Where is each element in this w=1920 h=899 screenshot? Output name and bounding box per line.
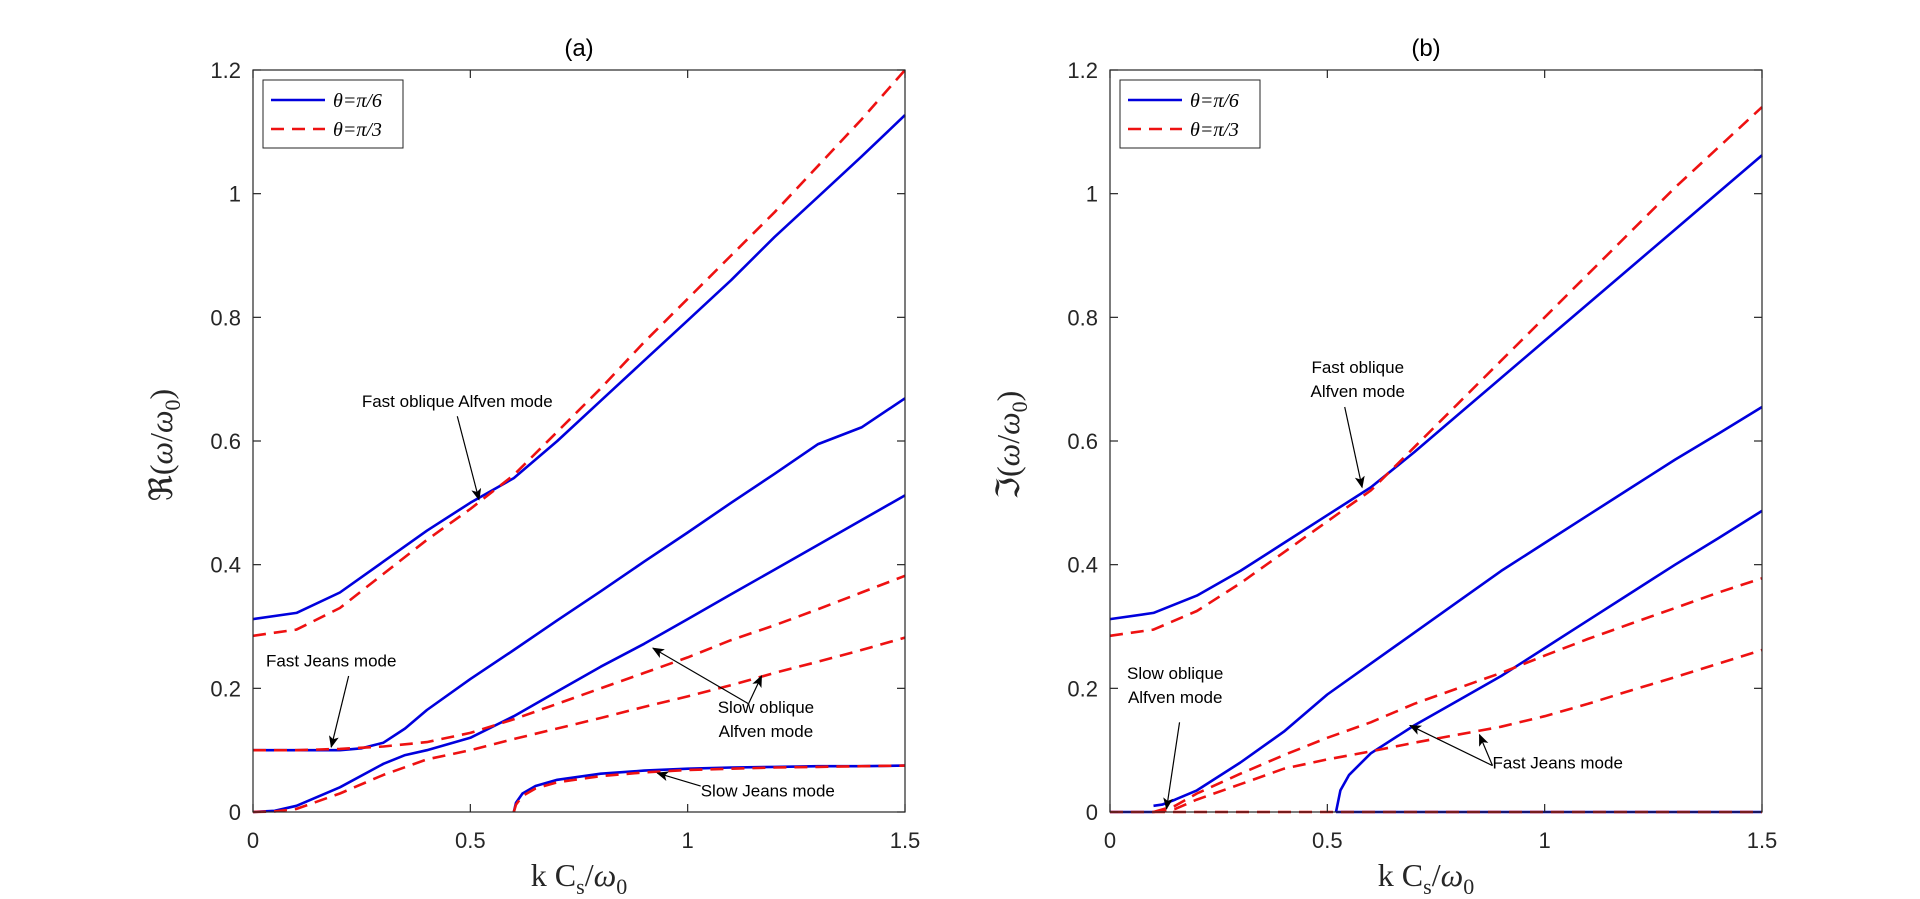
panel-b-annotation-text: Fast Jeans mode	[1493, 754, 1623, 773]
panel-b-y-tick-label: 1	[1086, 182, 1098, 207]
panel-a-y-tick-label: 0.4	[210, 553, 241, 578]
panel-b-series-0	[1109, 154, 1763, 621]
panel-a-y-tick-label: 0.6	[210, 429, 241, 454]
panel-b-title: (b)	[1411, 35, 1440, 62]
panel-b-series-3	[1334, 509, 1763, 813]
panel-a-annotation-arrow	[747, 675, 763, 705]
panel-b-x-tick-label: 1.5	[1747, 828, 1778, 853]
panel-b-annotation-0: Fast oblique Alfven mode	[1311, 358, 1406, 489]
panel-b-annotation-text: Slow oblique	[1127, 664, 1223, 683]
panel-b-annotations: Fast oblique Alfven mode Slow oblique Alfve…	[1127, 358, 1623, 810]
panel-a-annotation-text: Fast oblique Alfven mode	[362, 392, 553, 411]
panel-b-legend-label: θ=π/3	[1190, 119, 1239, 141]
panel-a-annotation-text: Fast Jeans mode	[266, 652, 396, 671]
panel-b-annotation-text: Alfven mode	[1128, 688, 1223, 707]
panel-a-x-axis-label: k Cs/ω0	[531, 857, 627, 899]
panel-b-y-tick-label: 0	[1086, 800, 1098, 825]
panel-a: (a) 0 0.5 1 1.5 0 0.2 0.4 0.6 0.8 1 1.2 Fast obliq…	[143, 35, 920, 899]
panel-b-series-2	[1153, 405, 1763, 808]
panel-a-series-7	[512, 764, 906, 813]
panel-a-x-tick-label: 0.5	[455, 828, 486, 853]
panel-b-annotation-text: Fast oblique	[1311, 358, 1404, 377]
panel-a-y-tick-label: 0.2	[210, 676, 241, 701]
panel-b-y-tick-label: 0.2	[1067, 676, 1098, 701]
panel-a-legend-label: θ=π/6	[333, 90, 382, 112]
panel-b: (b) 0 0.5 1 1.5 0 0.2 0.4 0.6 0.8 1 1.2 Fast obliq…	[990, 35, 1777, 899]
panel-a-legend-box	[262, 79, 404, 149]
panel-b-ticks: 0 0.5 1 1.5 0 0.2 0.4 0.6 0.8 1 1.2	[1067, 58, 1777, 853]
panel-a-annotation-arrow	[652, 647, 749, 705]
panel-a-y-tick-label: 0.8	[210, 305, 241, 330]
panel-b-annotation-text: Alfven mode	[1311, 382, 1406, 401]
panel-a-series-0	[252, 114, 906, 621]
panel-b-annotation-1: Slow oblique Alfven mode	[1127, 664, 1223, 810]
panel-a-title: (a)	[564, 35, 593, 62]
panel-a-y-tick-label: 1	[229, 182, 241, 207]
panel-b-series-1	[1109, 106, 1763, 638]
panel-a-annotation-arrow	[328, 675, 350, 749]
panel-a-annotations: Fast oblique Alfven mode Fast Jeans mode S…	[266, 392, 835, 801]
panel-b-legend-label: θ=π/6	[1190, 90, 1239, 112]
panel-a-series-3	[252, 494, 906, 814]
panel-b-annotation-arrow	[1409, 724, 1493, 767]
panel-b-x-axis-label: k Cs/ω0	[1378, 857, 1474, 899]
panel-a-annotation-arrow	[656, 771, 701, 787]
panel-a-y-tick-label: 1.2	[210, 58, 241, 83]
panel-b-x-tick-label: 1	[1539, 828, 1551, 853]
panel-b-annotation-arrow	[1344, 406, 1365, 489]
panel-a-annotation-arrow	[456, 416, 482, 501]
panel-b-y-tick-label: 1.2	[1067, 58, 1098, 83]
panel-b-annotation-arrow	[1478, 733, 1494, 766]
panel-b-legend-box	[1119, 79, 1261, 149]
panel-a-annotation-text: Slow Jeans mode	[701, 782, 835, 801]
panel-a-x-tick-label: 0	[247, 828, 259, 853]
panel-b-y-tick-label: 0.8	[1067, 305, 1098, 330]
panel-a-legend: θ=π/6 θ=π/3	[262, 79, 404, 149]
panel-b-y-axis-label: ℑ(ω/ω0)	[990, 391, 1032, 500]
panel-a-annotation-1: Fast Jeans mode	[266, 652, 396, 749]
panel-b-annotation-2: Fast Jeans mode	[1409, 724, 1623, 773]
panel-b-x-tick-label: 0	[1104, 828, 1116, 853]
panel-b-series-5	[1153, 577, 1763, 814]
panel-a-y-tick-label: 0	[229, 800, 241, 825]
panel-a-series-5	[252, 636, 906, 814]
panel-b-annotation-arrow	[1163, 722, 1181, 810]
panel-b-series-6	[1153, 648, 1763, 814]
panel-a-annotation-2: Slow oblique Alfven mode	[652, 647, 814, 741]
panel-a-y-axis-label: ℜ(ω/ω0)	[143, 389, 185, 501]
panel-b-y-tick-label: 0.6	[1067, 429, 1098, 454]
panel-a-annotation-text: Slow oblique	[718, 698, 814, 717]
panel-a-annotation-0: Fast oblique Alfven mode	[362, 392, 553, 501]
panel-b-y-tick-label: 0.4	[1067, 553, 1098, 578]
panel-b-legend: θ=π/6 θ=π/3	[1119, 79, 1261, 149]
panel-a-series-1	[252, 69, 906, 638]
panel-a-x-tick-label: 1.5	[890, 828, 921, 853]
panel-a-x-tick-label: 1	[682, 828, 694, 853]
panel-a-legend-label: θ=π/3	[333, 119, 382, 141]
panel-b-x-tick-label: 0.5	[1312, 828, 1343, 853]
panel-a-series-4	[253, 574, 906, 752]
panel-a-annotation-text: Alfven mode	[719, 722, 814, 741]
panel-a-annotation-3: Slow Jeans mode	[656, 771, 835, 801]
panel-a-ticks: 0 0.5 1 1.5 0 0.2 0.4 0.6 0.8 1 1.2	[210, 58, 920, 853]
panel-a-marks	[252, 69, 906, 814]
